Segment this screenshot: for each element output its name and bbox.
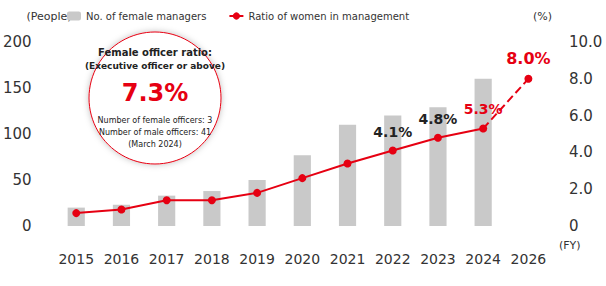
- svg-text:5.3%: 5.3%: [464, 101, 503, 117]
- svg-text:8.0: 8.0: [569, 70, 593, 88]
- svg-text:8.0%: 8.0%: [506, 49, 550, 68]
- svg-text:50: 50: [13, 171, 32, 189]
- svg-text:7.3%: 7.3%: [122, 79, 189, 107]
- svg-text:0: 0: [22, 217, 32, 235]
- svg-text:200: 200: [3, 33, 32, 51]
- svg-text:Number of female officers: 3: Number of female officers: 3: [98, 116, 213, 125]
- svg-text:0: 0: [569, 217, 579, 235]
- svg-text:Female officer ratio:: Female officer ratio:: [98, 47, 212, 58]
- svg-text:4.8%: 4.8%: [419, 111, 458, 127]
- svg-text:(March 2024): (March 2024): [128, 140, 182, 149]
- svg-text:2020: 2020: [284, 251, 320, 267]
- svg-text:(Executive officer or above): (Executive officer or above): [85, 61, 225, 71]
- svg-text:2023: 2023: [420, 251, 456, 267]
- svg-text:4.1%: 4.1%: [373, 124, 412, 140]
- svg-text:2026: 2026: [511, 251, 547, 267]
- svg-text:2019: 2019: [239, 251, 275, 267]
- svg-text:Ratio of women in management: Ratio of women in management: [248, 11, 409, 22]
- svg-text:No. of female managers: No. of female managers: [86, 11, 206, 22]
- svg-text:2024: 2024: [465, 251, 501, 267]
- svg-text:Number of male officers: 41: Number of male officers: 41: [99, 128, 211, 137]
- svg-text:2.0: 2.0: [569, 180, 593, 198]
- svg-text:150: 150: [3, 79, 32, 97]
- svg-text:(%): (%): [533, 10, 552, 23]
- svg-text:2018: 2018: [194, 251, 230, 267]
- svg-text:2022: 2022: [375, 251, 411, 267]
- svg-text:(People): (People): [26, 10, 71, 23]
- svg-text:2015: 2015: [58, 251, 94, 267]
- svg-text:2016: 2016: [104, 251, 140, 267]
- svg-text:6.0: 6.0: [569, 107, 593, 125]
- svg-text:2021: 2021: [330, 251, 366, 267]
- svg-text:(FY): (FY): [559, 239, 581, 252]
- svg-text:4.0: 4.0: [569, 143, 593, 161]
- svg-text:100: 100: [3, 125, 32, 143]
- svg-text:2017: 2017: [149, 251, 185, 267]
- svg-text:10.0: 10.0: [569, 33, 602, 51]
